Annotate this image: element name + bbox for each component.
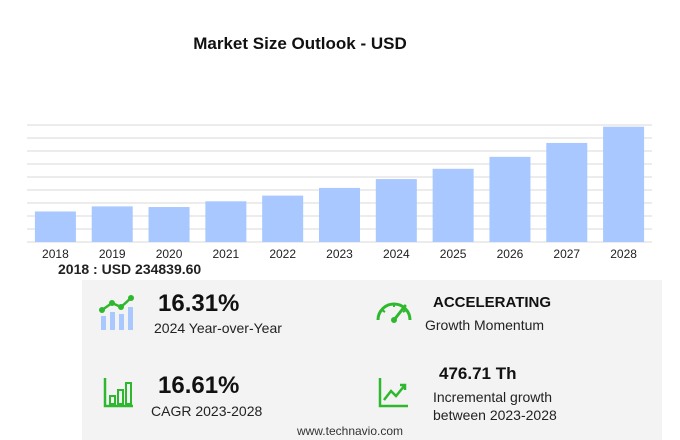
incremental-label-line2: between 2023-2028	[433, 407, 557, 423]
cagr-label: CAGR 2023-2028	[151, 403, 263, 419]
x-tick-label-2026: 2026	[497, 247, 524, 260]
bar-2021	[205, 201, 247, 242]
x-tick-label-2022: 2022	[269, 247, 296, 260]
bar-2022	[262, 195, 304, 242]
base-year-value: 2018 : USD 234839.60	[58, 261, 202, 277]
momentum-value: ACCELERATING	[433, 294, 552, 311]
x-tick-label-2018: 2018	[42, 247, 69, 260]
x-tick-label-2019: 2019	[99, 247, 126, 260]
yoy-label: 2024 Year-over-Year	[154, 320, 282, 336]
bar-2028	[603, 126, 645, 242]
bar-2025	[432, 168, 474, 242]
bar-2026	[489, 156, 531, 242]
incremental-label-line1: Incremental growth	[433, 389, 553, 405]
x-tick-label-2024: 2024	[383, 247, 410, 260]
stats-panel	[82, 280, 662, 440]
x-tick-label-2020: 2020	[156, 247, 183, 260]
bar-2018	[34, 211, 76, 242]
footer-source: www.technavio.com	[296, 424, 404, 438]
x-tick-label-2027: 2027	[553, 247, 580, 260]
bar-growth-icon	[99, 295, 134, 330]
bar-2023	[319, 187, 360, 242]
bar-2027	[546, 142, 588, 242]
x-tick-label-2023: 2023	[326, 247, 353, 260]
rising-bars-icon	[103, 378, 133, 408]
incremental-value: 476.71 Th	[439, 364, 517, 383]
momentum-label: Growth Momentum	[425, 317, 545, 333]
trend-line-icon	[378, 378, 408, 408]
bar-2020	[148, 207, 190, 242]
x-tick-label-2021: 2021	[213, 247, 240, 260]
cagr-value: 16.61%	[158, 372, 240, 399]
speedometer-icon	[376, 302, 412, 323]
x-axis-ticks: 2018 2019 2020 2021 2022 2023 2024 2025 2026 2027…	[42, 247, 637, 260]
x-tick-label-2025: 2025	[440, 247, 467, 260]
chart-title: Market Size Outlook - USD	[193, 34, 407, 53]
x-tick-label-2028: 2028	[610, 247, 637, 260]
bar-2024	[375, 179, 417, 242]
bar-chart: 2018 2019 2020 2021 2022 2023 2024 2025 2026 2027…	[27, 124, 652, 260]
yoy-value: 16.31%	[158, 290, 240, 317]
bar-2019	[91, 206, 133, 242]
bars	[34, 126, 645, 242]
